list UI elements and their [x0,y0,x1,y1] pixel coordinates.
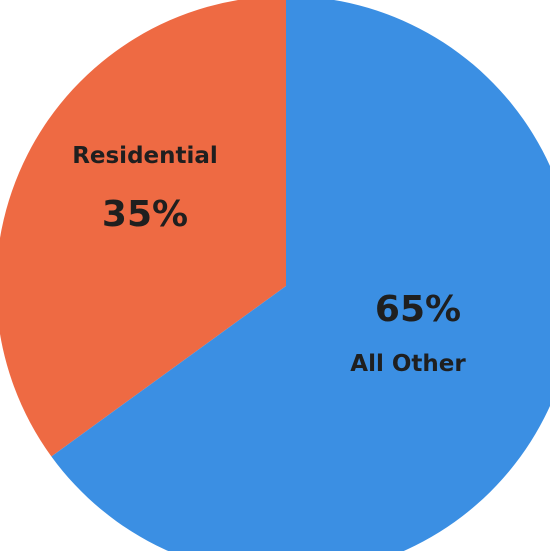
slice-value-all-other: 65% [375,289,461,330]
slice-label-residential: Residential [72,143,218,169]
pie-slice-all-other [51,0,550,551]
slice-value-residential: 35% [102,194,188,235]
slice-label-all-other: All Other [350,351,466,377]
pie-slice-residential [0,0,286,457]
